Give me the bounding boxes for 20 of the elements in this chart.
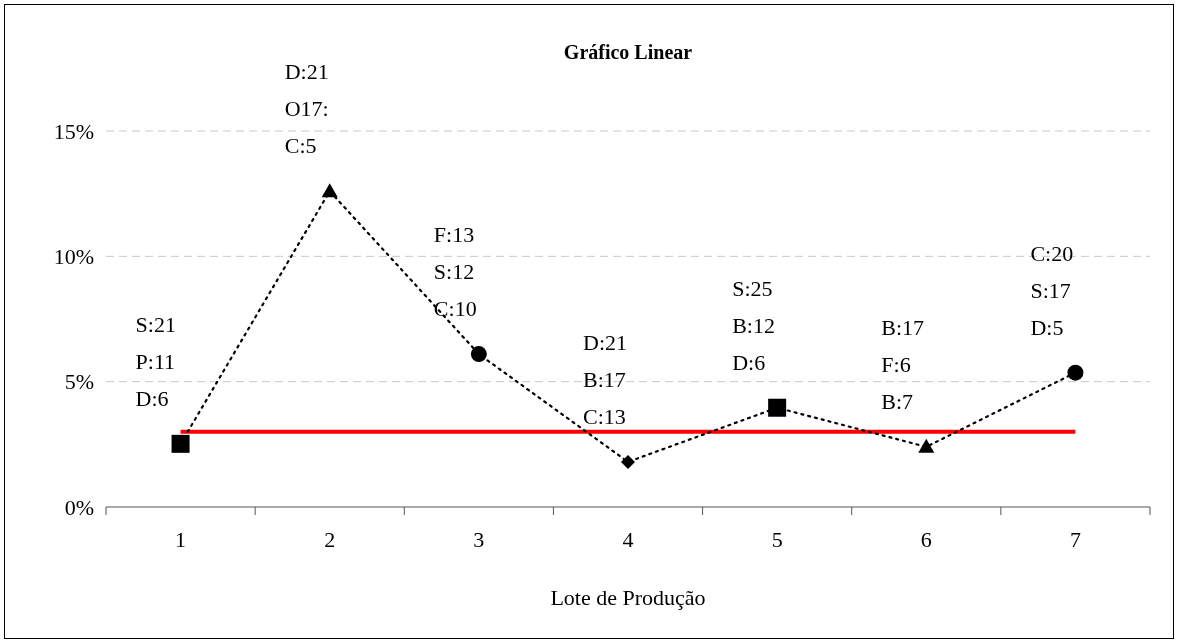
x-tick-label: 3: [473, 527, 485, 552]
y-tick-label: 15%: [53, 118, 94, 144]
x-tick-label: 2: [324, 527, 336, 552]
x-tick-label: 4: [622, 527, 634, 552]
x-tick-label: 7: [1069, 527, 1081, 552]
annotation: S:21 P:11 D:6: [135, 311, 176, 411]
annotation: B:17 F:6 B:7: [881, 314, 925, 414]
annotation: F:13 S:12 C:10: [433, 222, 477, 322]
annotation: C:20 S:17 D:5: [1030, 240, 1074, 340]
annotation: D:21 B:17 C:13: [583, 329, 627, 429]
y-tick-label: 5%: [64, 369, 94, 395]
annotation: D:21 O17: C:5: [284, 59, 329, 159]
x-tick-label: 5: [771, 527, 783, 552]
annotation: S:25 B:12 D:6: [732, 275, 775, 375]
x-tick-label: 6: [920, 527, 932, 552]
x-axis-title: Lote de Produção: [550, 585, 706, 610]
chart-title: Gráfico Linear: [563, 41, 693, 63]
x-tick-label: 1: [175, 527, 187, 552]
y-tick-label: 10%: [53, 244, 94, 270]
y-tick-label: 0%: [64, 494, 94, 520]
